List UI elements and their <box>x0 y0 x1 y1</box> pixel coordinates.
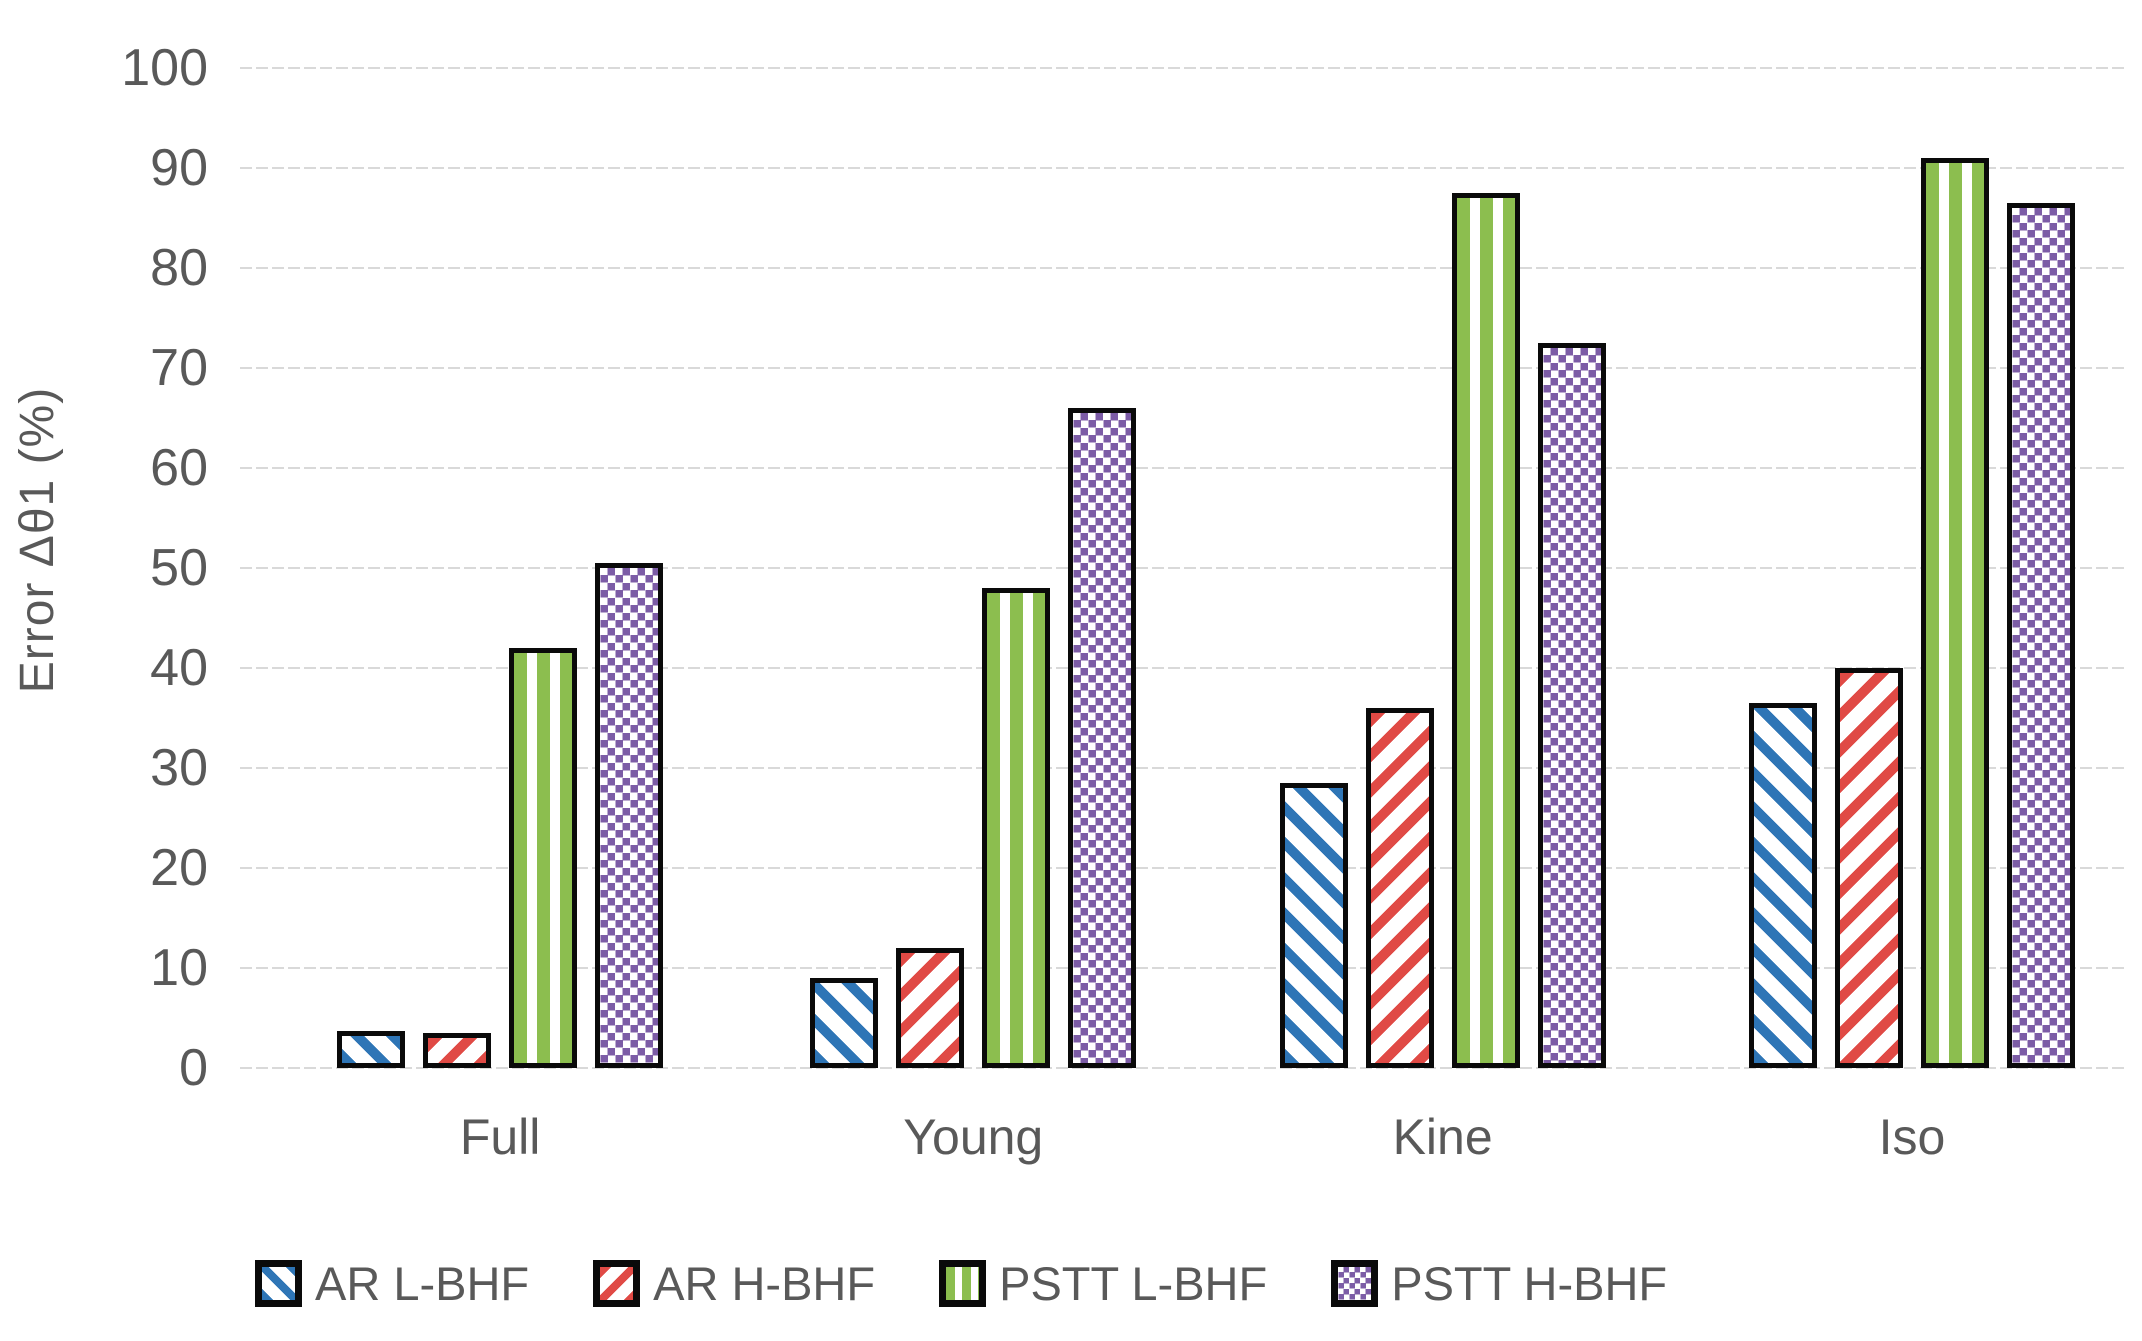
legend-label: PSTT L-BHF <box>999 1257 1268 1310</box>
legend-item-ar-l-bhf: AR L-BHF <box>255 1256 529 1311</box>
bar-pstt-l-bhf-young <box>982 588 1051 1068</box>
legend-label: PSTT H-BHF <box>1391 1257 1668 1310</box>
bar-ar-h-bhf-full <box>423 1033 492 1068</box>
bar-pstt-h-bhf-full <box>595 563 664 1068</box>
bar-ar-l-bhf-iso <box>1748 703 1817 1068</box>
y-tick-label-10: 10 <box>150 939 208 997</box>
legend-swatch-square-dots-icon <box>1331 1260 1379 1307</box>
y-tick-label-70: 70 <box>150 339 208 397</box>
bar-group-iso <box>1748 158 2075 1068</box>
x-category-label-iso: Iso <box>1878 1109 1946 1165</box>
legend-label: AR H-BHF <box>653 1257 876 1310</box>
legend-label: AR L-BHF <box>315 1257 530 1310</box>
bar-pstt-l-bhf-full <box>509 648 578 1068</box>
gridline-60 <box>240 467 2125 469</box>
legend-item-ar-h-bhf: AR H-BHF <box>593 1256 875 1311</box>
bar-group-young <box>810 408 1137 1068</box>
legend-item-pstt-h-bhf: PSTT H-BHF <box>1331 1256 1667 1311</box>
y-tick-label-20: 20 <box>150 839 208 897</box>
y-tick-label-100: 100 <box>121 39 208 97</box>
y-tick-label-30: 30 <box>150 739 208 797</box>
y-tick-label-90: 90 <box>150 139 208 197</box>
bar-ar-h-bhf-kine <box>1365 708 1434 1068</box>
gridline-70 <box>240 367 2125 369</box>
bar-ar-h-bhf-young <box>896 948 965 1068</box>
y-tick-label-50: 50 <box>150 539 208 597</box>
gridline-10 <box>240 967 2125 969</box>
bar-ar-h-bhf-iso <box>1834 668 1903 1068</box>
gridline-20 <box>240 867 2125 869</box>
legend-swatch-diagonal-down-hatch-icon <box>255 1260 302 1307</box>
bar-ar-l-bhf-young <box>810 978 879 1068</box>
y-tick-label-40: 40 <box>150 639 208 697</box>
x-category-label-kine: Kine <box>1392 1109 1493 1165</box>
bar-group-full <box>337 563 664 1068</box>
gridline-80 <box>240 267 2125 269</box>
gridline-40 <box>240 667 2125 669</box>
gridline-0 <box>240 1067 2125 1069</box>
gridline-50 <box>240 567 2125 569</box>
gridline-90 <box>240 167 2125 169</box>
legend: AR L-BHF AR H-BHF PSTT L-BHF PSTT H-BHF <box>255 1256 1667 1311</box>
bar-group-kine <box>1279 193 1606 1068</box>
plot-area <box>240 67 2125 1069</box>
bar-pstt-l-bhf-kine <box>1451 193 1520 1068</box>
bar-pstt-l-bhf-iso <box>1920 158 1989 1068</box>
bar-ar-l-bhf-kine <box>1279 783 1348 1068</box>
bar-ar-l-bhf-full <box>337 1031 406 1068</box>
gridline-100 <box>240 67 2125 69</box>
bar-pstt-h-bhf-iso <box>2006 203 2075 1068</box>
y-tick-label-0: 0 <box>179 1039 208 1097</box>
x-category-label-full: Full <box>459 1109 541 1165</box>
y-tick-label-80: 80 <box>150 239 208 297</box>
legend-item-pstt-l-bhf: PSTT L-BHF <box>939 1256 1267 1311</box>
bar-pstt-h-bhf-young <box>1068 408 1137 1068</box>
bar-pstt-h-bhf-kine <box>1537 343 1606 1068</box>
y-tick-label-60: 60 <box>150 439 208 497</box>
legend-swatch-diagonal-up-hatch-icon <box>593 1260 641 1307</box>
legend-swatch-vertical-stripes-icon <box>939 1260 987 1307</box>
x-category-label-young: Young <box>903 1109 1044 1165</box>
gridline-30 <box>240 767 2125 769</box>
